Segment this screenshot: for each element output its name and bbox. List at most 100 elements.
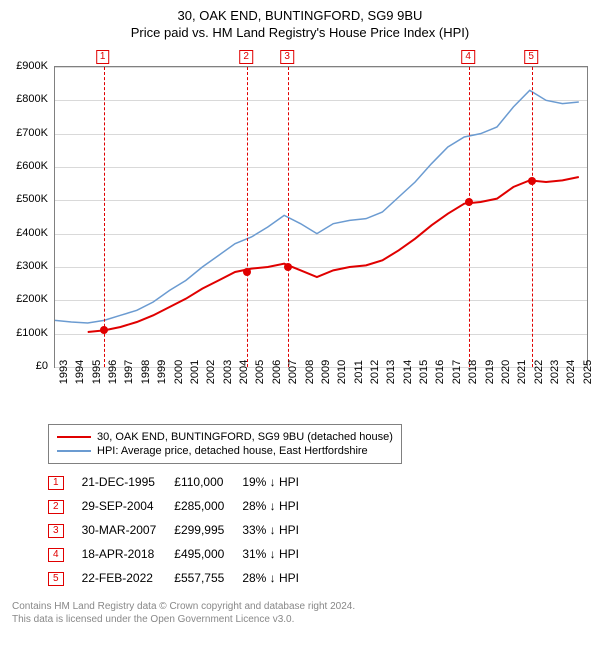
x-tick-label: 1993 (58, 360, 70, 384)
x-tick-label: 2018 (467, 360, 479, 384)
legend-row-property: 30, OAK END, BUNTINGFORD, SG9 9BU (detac… (57, 431, 393, 443)
table-row: 522-FEB-2022£557,75528% ↓ HPI (48, 566, 317, 590)
x-tick-label: 2005 (254, 360, 266, 384)
footnote-line1: Contains HM Land Registry data © Crown c… (12, 600, 594, 613)
y-tick-label: £800K (6, 93, 48, 105)
sale-date: 22-FEB-2022 (82, 566, 175, 590)
x-tick-label: 2002 (205, 360, 217, 384)
sale-diff: 28% ↓ HPI (242, 566, 317, 590)
plot-area (54, 66, 588, 368)
x-tick-label: 2001 (189, 360, 201, 384)
sale-marker-line (104, 67, 105, 367)
x-tick-label: 2000 (173, 360, 185, 384)
sale-date: 18-APR-2018 (82, 542, 175, 566)
sale-marker-index: 1 (96, 50, 110, 64)
sale-marker-dot (243, 268, 251, 276)
x-tick-label: 2003 (222, 360, 234, 384)
sale-idx: 1 (48, 470, 82, 494)
y-tick-label: £600K (6, 160, 48, 172)
x-tick-label: 2009 (320, 360, 332, 384)
x-tick-label: 2022 (533, 360, 545, 384)
hpi-line (55, 90, 579, 323)
sale-price: £285,000 (174, 494, 242, 518)
sale-diff: 33% ↓ HPI (242, 518, 317, 542)
table-row: 418-APR-2018£495,00031% ↓ HPI (48, 542, 317, 566)
x-tick-label: 2014 (402, 360, 414, 384)
sale-idx: 2 (48, 494, 82, 518)
sale-price: £110,000 (174, 470, 242, 494)
sale-marker-dot (465, 198, 473, 206)
table-row: 229-SEP-2004£285,00028% ↓ HPI (48, 494, 317, 518)
sale-diff: 19% ↓ HPI (242, 470, 317, 494)
x-tick-label: 2024 (565, 360, 577, 384)
x-tick-label: 2006 (271, 360, 283, 384)
x-tick-label: 2017 (451, 360, 463, 384)
x-tick-label: 2025 (582, 360, 594, 384)
sale-marker-line (288, 67, 289, 367)
y-tick-label: £900K (6, 60, 48, 72)
y-tick-label: £200K (6, 293, 48, 305)
sale-marker-dot (284, 263, 292, 271)
x-tick-label: 2011 (353, 360, 365, 384)
sale-marker-index: 5 (524, 50, 538, 64)
sale-date: 30-MAR-2007 (82, 518, 175, 542)
sale-marker-index: 3 (280, 50, 294, 64)
footnote: Contains HM Land Registry data © Crown c… (12, 600, 594, 626)
sale-date: 21-DEC-1995 (82, 470, 175, 494)
x-tick-label: 1994 (74, 360, 86, 384)
x-tick-label: 2019 (484, 360, 496, 384)
sale-marker-index: 4 (461, 50, 475, 64)
sale-marker-dot (528, 177, 536, 185)
footnote-line2: This data is licensed under the Open Gov… (12, 613, 594, 626)
sale-price: £495,000 (174, 542, 242, 566)
sale-marker-dot (100, 326, 108, 334)
chart-container: £0 £100K £200K £300K £400K £500K £600K £700K £80… (6, 46, 594, 416)
x-tick-label: 1999 (156, 360, 168, 384)
property-line (88, 177, 579, 332)
table-row: 330-MAR-2007£299,99533% ↓ HPI (48, 518, 317, 542)
x-tick-label: 1996 (107, 360, 119, 384)
chart-subtitle: Price paid vs. HM Land Registry's House … (6, 25, 594, 40)
sale-idx: 4 (48, 542, 82, 566)
y-tick-label: £300K (6, 260, 48, 272)
y-tick-label: £0 (6, 360, 48, 372)
sale-date: 29-SEP-2004 (82, 494, 175, 518)
chart-title: 30, OAK END, BUNTINGFORD, SG9 9BU (6, 8, 594, 23)
sale-price: £299,995 (174, 518, 242, 542)
x-tick-label: 2016 (434, 360, 446, 384)
x-tick-label: 2021 (516, 360, 528, 384)
legend: 30, OAK END, BUNTINGFORD, SG9 9BU (detac… (48, 424, 402, 464)
legend-label-property: 30, OAK END, BUNTINGFORD, SG9 9BU (detac… (97, 431, 393, 443)
x-tick-label: 2013 (385, 360, 397, 384)
x-tick-label: 1997 (123, 360, 135, 384)
x-tick-label: 2023 (549, 360, 561, 384)
sale-price: £557,755 (174, 566, 242, 590)
x-tick-label: 2012 (369, 360, 381, 384)
y-tick-label: £500K (6, 193, 48, 205)
table-row: 121-DEC-1995£110,00019% ↓ HPI (48, 470, 317, 494)
x-tick-label: 2010 (336, 360, 348, 384)
sales-table: 121-DEC-1995£110,00019% ↓ HPI229-SEP-200… (48, 470, 317, 590)
y-tick-label: £400K (6, 227, 48, 239)
legend-row-hpi: HPI: Average price, detached house, East… (57, 445, 393, 457)
x-tick-label: 2015 (418, 360, 430, 384)
legend-swatch-red (57, 436, 91, 438)
sale-idx: 5 (48, 566, 82, 590)
x-tick-label: 2020 (500, 360, 512, 384)
sale-marker-index: 2 (239, 50, 253, 64)
legend-label-hpi: HPI: Average price, detached house, East… (97, 445, 368, 457)
x-tick-label: 2008 (304, 360, 316, 384)
sale-diff: 31% ↓ HPI (242, 542, 317, 566)
x-tick-label: 1995 (91, 360, 103, 384)
sale-diff: 28% ↓ HPI (242, 494, 317, 518)
x-tick-label: 2004 (238, 360, 250, 384)
sale-marker-line (247, 67, 248, 367)
x-tick-label: 1998 (140, 360, 152, 384)
x-tick-label: 2007 (287, 360, 299, 384)
legend-swatch-blue (57, 450, 91, 452)
sale-marker-line (532, 67, 533, 367)
sale-marker-line (469, 67, 470, 367)
y-tick-label: £100K (6, 327, 48, 339)
y-tick-label: £700K (6, 127, 48, 139)
series-svg (55, 67, 587, 367)
